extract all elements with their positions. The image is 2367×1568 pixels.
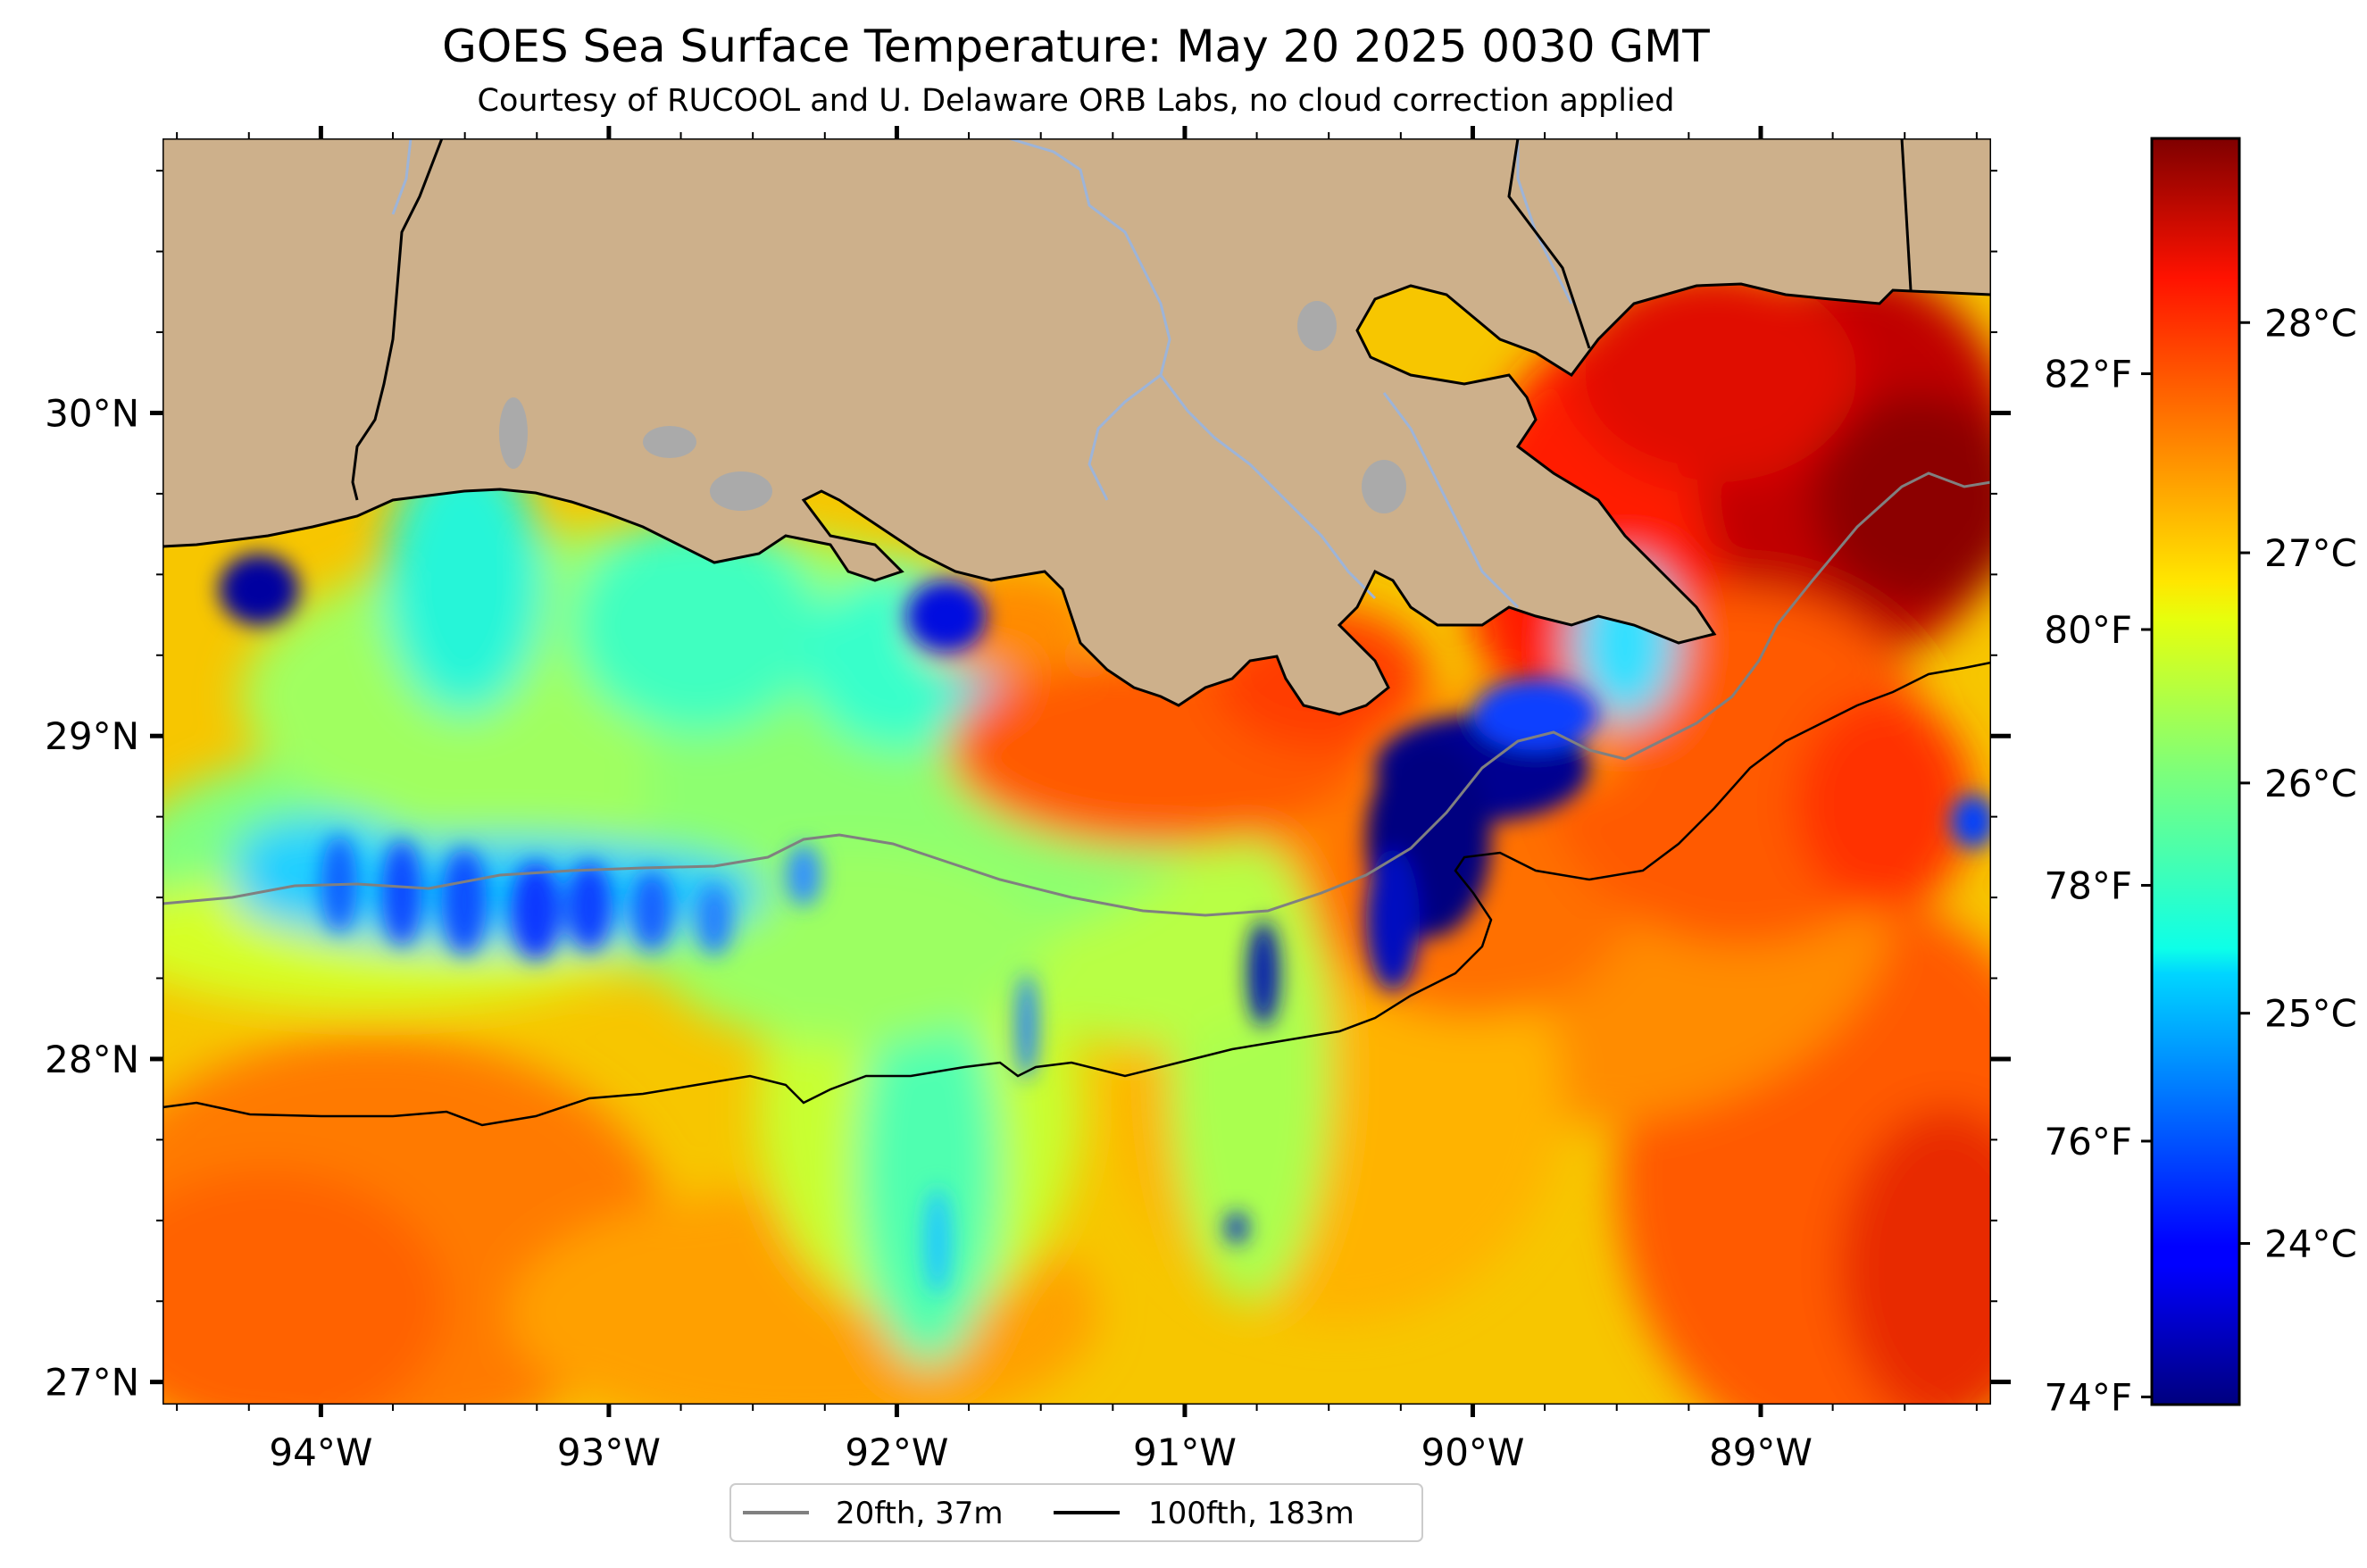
isobath-100fth (163, 661, 1991, 1127)
lat-tick-label: 29°N (45, 714, 139, 758)
map-subtitle: Courtesy of RUCOOL and U. Delaware ORB L… (477, 83, 1675, 119)
isobath-20fth (163, 471, 1991, 917)
celsius-tick-label: 25°C (2264, 992, 2357, 1036)
fahrenheit-tick-label: 74°F (2044, 1375, 2132, 1419)
celsius-tick-label: 26°C (2264, 762, 2357, 805)
lon-tick-label: 89°W (1709, 1430, 1813, 1474)
legend-label-20fth: 20fth, 37m (836, 1496, 1004, 1531)
colorbar-gradient (2150, 137, 2241, 1406)
inland-lakes (499, 301, 1406, 513)
legend-label-100fth: 100fth, 183m (1148, 1496, 1354, 1531)
fahrenheit-tick-label: 76°F (2044, 1120, 2132, 1163)
fahrenheit-tick-label: 78°F (2044, 863, 2132, 907)
longitude-axis: 94°W 93°W 92°W 91°W 90°W 89°W (176, 126, 1978, 1474)
lat-tick-label: 30°N (45, 391, 139, 435)
lat-tick-label: 27°N (45, 1361, 139, 1405)
lon-tick-label: 90°W (1421, 1430, 1524, 1474)
state-border-east (1507, 138, 1591, 349)
celsius-tick-label: 28°C (2264, 301, 2357, 345)
lon-tick-label: 91°W (1133, 1430, 1237, 1474)
lon-tick-label: 92°W (845, 1430, 948, 1474)
map-title: GOES Sea Surface Temperature: May 20 202… (442, 21, 1710, 72)
colorbar: 24°C 25°C 26°C 27°C 28°C 74°F 76°F 78°F 80°F 82°… (2044, 137, 2357, 1419)
colorbar-fahrenheit-ticks: 74°F 76°F 78°F 80°F 82°F (2044, 353, 2152, 1419)
celsius-tick-label: 24°C (2264, 1222, 2357, 1266)
fahrenheit-tick-label: 82°F (2044, 353, 2132, 396)
coastline (163, 282, 1991, 716)
map-area (163, 138, 1991, 1405)
lon-tick-label: 94°W (269, 1430, 372, 1474)
colorbar-celsius-ticks: 24°C 25°C 26°C 27°C 28°C (2239, 301, 2357, 1266)
lon-tick-label: 93°W (557, 1430, 661, 1474)
state-border (351, 138, 444, 501)
celsius-tick-label: 27°C (2264, 531, 2357, 575)
fahrenheit-tick-label: 80°F (2044, 608, 2132, 652)
land-mass (163, 138, 1991, 714)
isobath-legend: 20fth, 37m 100fth, 183m (729, 1483, 1423, 1542)
latitude-axis: 30°N 29°N 28°N 27°N (45, 170, 2011, 1405)
lat-tick-label: 28°N (45, 1038, 139, 1081)
state-border-ms-al (1900, 138, 1913, 291)
